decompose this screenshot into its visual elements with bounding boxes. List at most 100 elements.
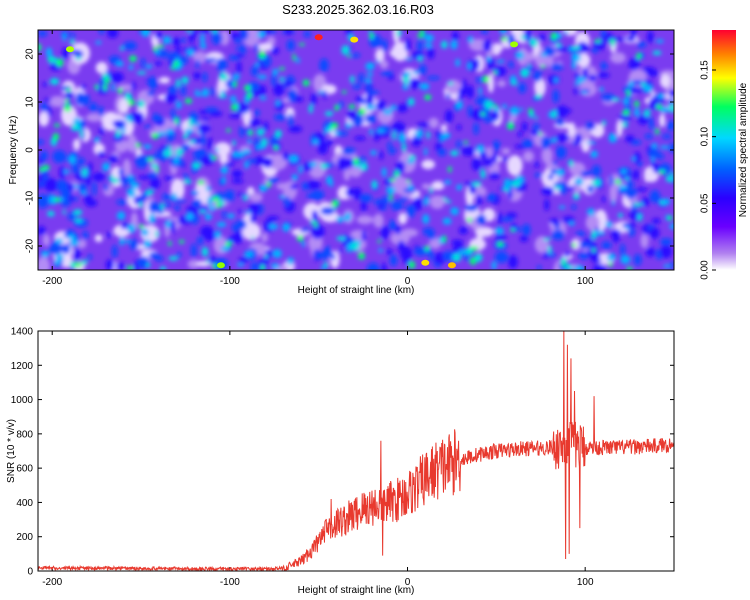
heat-cell [59, 165, 66, 180]
heat-cell [165, 201, 171, 209]
heat-cell [228, 113, 243, 119]
heat-cell [625, 225, 629, 230]
heat-cell [421, 159, 436, 170]
heat-cell [386, 186, 396, 195]
heat-cell [233, 38, 242, 44]
heat-cell [53, 123, 61, 128]
heat-cell [609, 174, 614, 187]
heat-cell [38, 167, 46, 172]
spectrogram-field [38, 30, 674, 270]
heat-cell [480, 111, 486, 117]
heat-cell [237, 192, 242, 197]
heat-cell [633, 151, 641, 165]
bottom-x-tick-label: 100 [577, 577, 594, 588]
heat-cell [519, 235, 529, 243]
heat-cell [136, 100, 145, 109]
heat-cell [586, 140, 596, 145]
heat-cell [515, 50, 524, 60]
heat-cell [601, 120, 606, 127]
heat-cell [131, 182, 140, 190]
heat-cell [193, 51, 207, 64]
heat-cell [388, 147, 397, 155]
heat-cell [522, 150, 535, 162]
heat-cell [263, 121, 269, 132]
heat-cell [71, 162, 79, 174]
heat-cell [254, 137, 260, 152]
heat-cell [214, 142, 232, 156]
heat-cell [147, 90, 155, 96]
heat-peak [421, 259, 430, 266]
heat-cell [486, 193, 496, 202]
heat-cell [255, 62, 259, 67]
snr-panel: -200 -100 0 100 0 200 400 600 800 1000 1200 1400 H… [6, 327, 675, 596]
heat-cell [608, 133, 616, 143]
heat-cell [74, 218, 83, 223]
heat-cell [402, 84, 409, 90]
heat-cell [437, 148, 447, 157]
heat-cell [624, 176, 630, 181]
heat-cell [243, 84, 252, 91]
heat-cell [192, 30, 197, 39]
heat-cell [568, 159, 574, 167]
heat-cell [124, 239, 131, 243]
heat-cell [86, 113, 103, 122]
heat-cell [49, 57, 53, 61]
heat-cell [343, 215, 351, 222]
heat-cell [651, 143, 658, 149]
heat-cell [608, 39, 616, 43]
heat-cell [541, 146, 553, 165]
heat-cell [471, 157, 482, 171]
bottom-x-axis-label: Height of straight line (km) [298, 585, 415, 596]
heat-cell [308, 104, 313, 114]
heat-cell [42, 233, 50, 247]
heat-cell [622, 222, 637, 229]
heat-cell [522, 139, 534, 149]
heat-cell [462, 79, 467, 93]
heat-cell [555, 119, 565, 127]
heat-cell [242, 149, 252, 155]
heat-cell [48, 96, 67, 107]
colorbar-tick-label: 0.10 [700, 126, 711, 146]
heat-cell [565, 264, 574, 270]
bottom-x-tick-label: -200 [42, 577, 62, 588]
heat-cell [587, 185, 594, 193]
heat-cell [211, 263, 218, 269]
heat-cell [309, 161, 318, 168]
heat-cell [450, 40, 458, 50]
heat-cell [402, 75, 410, 85]
heat-cell [658, 92, 665, 99]
heat-cell [496, 59, 505, 63]
heat-cell [274, 113, 288, 121]
heat-cell [485, 56, 492, 62]
heat-cell [116, 211, 126, 221]
heat-cell [528, 108, 533, 114]
heat-cell [365, 114, 377, 124]
heat-cell [286, 39, 295, 51]
heat-cell [63, 249, 70, 254]
bottom-y-tick-label: 1400 [11, 327, 34, 338]
heat-cell [123, 41, 137, 51]
heat-cell [357, 107, 366, 116]
heat-cell [591, 258, 602, 263]
heat-cell [408, 97, 415, 107]
heat-cell [78, 175, 92, 181]
heat-cell [314, 251, 328, 260]
heat-cell [198, 30, 211, 34]
heat-cell [148, 251, 160, 260]
heat-cell [575, 231, 586, 237]
heat-cell [649, 190, 661, 204]
heat-cell [73, 138, 81, 151]
heat-cell [352, 84, 362, 90]
heat-cell [271, 73, 277, 87]
heat-cell [124, 92, 132, 102]
heat-cell [346, 111, 357, 121]
heat-cell [135, 154, 149, 169]
bottom-x-tick-label: -100 [220, 577, 240, 588]
heat-cell [511, 179, 521, 188]
heat-cell [447, 166, 452, 173]
heat-peak [510, 41, 519, 48]
heat-cell [127, 223, 136, 234]
heat-cell [635, 187, 648, 192]
heat-cell [648, 148, 660, 159]
top-y-tick-label: -10 [25, 190, 36, 205]
